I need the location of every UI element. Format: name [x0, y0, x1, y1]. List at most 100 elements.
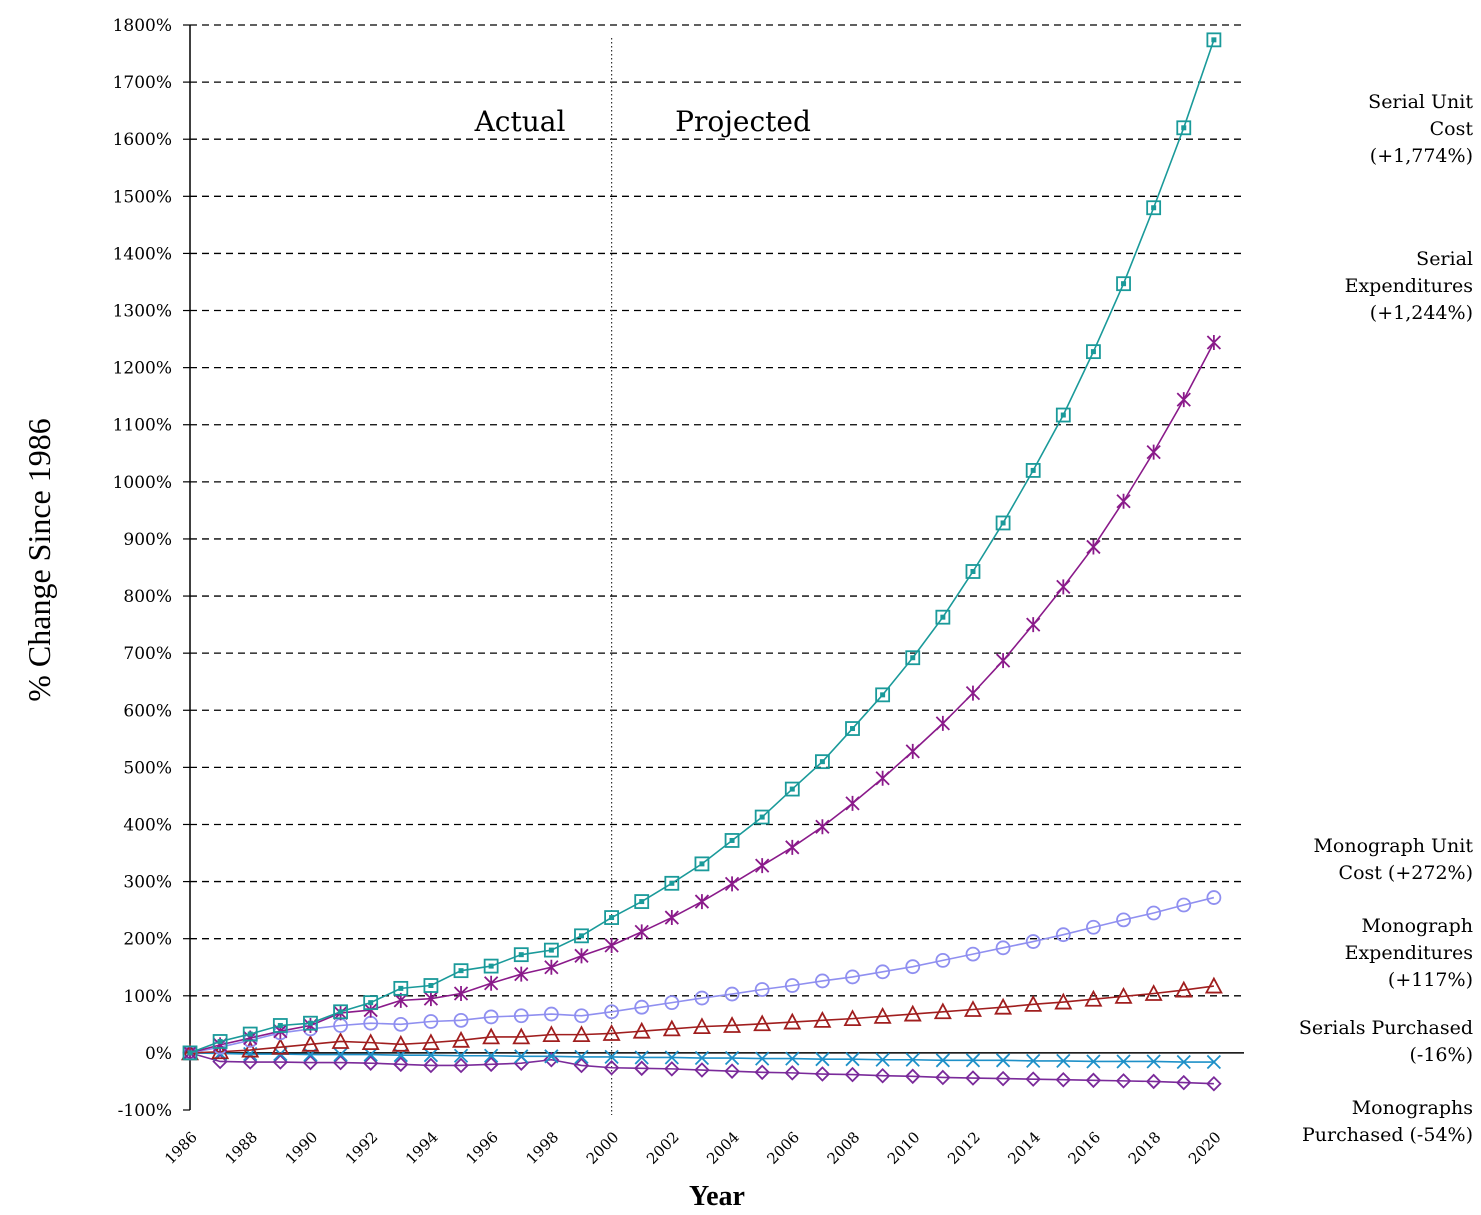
y-tick-label: 1600% — [113, 130, 172, 150]
circle-marker — [754, 982, 770, 997]
diamond-marker — [423, 1057, 439, 1074]
square-marker — [303, 1015, 318, 1031]
star-marker — [755, 858, 770, 874]
diamond-marker — [844, 1066, 861, 1083]
star-marker — [1056, 579, 1071, 595]
x-tick-label: 1988 — [221, 1128, 261, 1168]
monograph_expenditures-annotation: (+117%) — [1388, 969, 1473, 991]
monographs_purchased-annotation: Purchased (-54%) — [1302, 1124, 1473, 1146]
x-marker — [333, 1047, 348, 1062]
x-tick-label: 1986 — [161, 1128, 201, 1168]
star-marker — [664, 910, 679, 926]
triangle-marker — [903, 1004, 922, 1022]
square-marker-dot — [1211, 37, 1217, 43]
square-marker — [784, 781, 800, 797]
square-marker — [393, 980, 409, 996]
square-marker — [212, 1034, 228, 1049]
star-marker — [514, 966, 529, 982]
triangle-marker — [301, 1034, 320, 1052]
circle-marker — [634, 999, 650, 1015]
square-marker-dot — [880, 692, 886, 698]
triangle-marker — [391, 1034, 410, 1052]
circle-marker — [1116, 912, 1131, 928]
serials_purchased-annotation: Serials Purchased — [1299, 1017, 1473, 1039]
circle-marker — [513, 1008, 529, 1024]
square-marker-dot — [277, 1022, 283, 1028]
y-tick-label: 700% — [123, 644, 172, 664]
square-marker-dot — [639, 899, 645, 905]
triangle-marker — [632, 1021, 651, 1039]
x-tick-label: 2010 — [884, 1128, 924, 1168]
star-marker — [574, 948, 589, 964]
x-marker — [905, 1052, 920, 1067]
triangle-marker — [602, 1024, 621, 1041]
circle-marker — [393, 1016, 409, 1032]
x-marker — [1056, 1053, 1071, 1069]
x-tick-label: 2004 — [703, 1128, 743, 1168]
y-tick-label: 500% — [123, 758, 172, 778]
circle-marker — [694, 990, 710, 1006]
star-marker — [1026, 617, 1041, 633]
triangle-marker — [753, 1014, 772, 1032]
square-marker-dot — [217, 1038, 223, 1044]
circle-marker — [935, 952, 951, 968]
diamond-marker — [603, 1059, 620, 1076]
star-marker — [634, 924, 649, 940]
x-tick-label: 2018 — [1125, 1128, 1165, 1168]
star-marker — [965, 685, 981, 701]
y-tick-label: 0% — [145, 1044, 172, 1064]
square-marker — [694, 856, 710, 872]
circle-marker — [543, 1006, 559, 1022]
star-marker — [785, 839, 800, 855]
region-label-actual: Actual — [474, 105, 566, 138]
diamond-marker — [453, 1057, 469, 1074]
diamond-marker — [995, 1070, 1011, 1087]
star-marker — [1086, 539, 1101, 555]
square-marker — [483, 958, 499, 974]
diamond-marker — [543, 1051, 560, 1068]
circle-marker — [604, 1004, 619, 1020]
triangle-marker — [1204, 976, 1223, 994]
x-marker — [694, 1050, 710, 1066]
serials_purchased-annotation: (-16%) — [1410, 1044, 1473, 1066]
x-tick-label: 2006 — [763, 1128, 803, 1168]
square-marker-dot — [338, 1009, 344, 1015]
square-marker-dot — [609, 915, 615, 921]
x-marker — [1026, 1053, 1041, 1069]
serial_expenditures-annotation: Expenditures — [1345, 275, 1473, 297]
triangle-marker — [331, 1032, 350, 1049]
triangle-marker — [692, 1017, 711, 1035]
diamond-marker — [302, 1054, 319, 1071]
x-tick-label: 1992 — [342, 1128, 382, 1168]
square-marker — [935, 609, 951, 625]
diamond-marker — [483, 1056, 499, 1073]
star-marker — [995, 653, 1011, 669]
square-marker-dot — [819, 759, 825, 765]
y-tick-label: 1400% — [113, 244, 172, 264]
square-marker-dot — [970, 568, 976, 574]
diamond-marker — [1175, 1074, 1192, 1091]
triangle-marker — [482, 1027, 501, 1045]
square-marker-dot — [488, 963, 494, 969]
serial_unit_cost-series — [182, 32, 1222, 1061]
square-marker-dot — [1181, 125, 1187, 131]
star-marker — [423, 991, 439, 1007]
star-marker — [1176, 392, 1191, 408]
diamond-marker — [573, 1057, 590, 1074]
axes — [189, 25, 1244, 1115]
square-marker-dot — [759, 814, 765, 820]
square-marker — [1146, 200, 1162, 216]
square-marker-dot — [578, 933, 584, 939]
triangle-marker — [662, 1019, 681, 1037]
square-marker — [272, 1018, 288, 1033]
y-tick-label: 800% — [123, 587, 172, 607]
square-marker — [1116, 276, 1131, 292]
circle-marker — [483, 1009, 499, 1025]
triangle-marker — [241, 1040, 260, 1058]
diamond-marker — [724, 1063, 740, 1079]
diamond-marker — [965, 1070, 981, 1086]
square-marker-dot — [428, 983, 434, 989]
monograph_unit_cost-annotation: Monograph Unit — [1313, 835, 1473, 857]
square-marker — [1176, 120, 1192, 136]
monograph_unit_cost-line — [189, 896, 1215, 1054]
